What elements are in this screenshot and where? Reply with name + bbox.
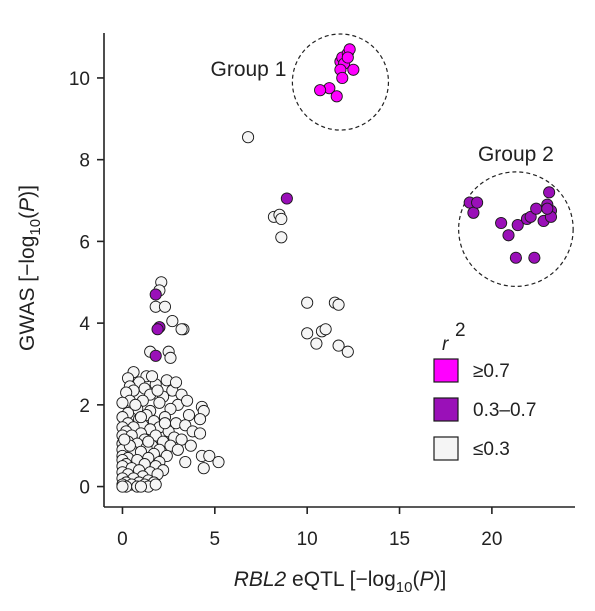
- legend-swatch: [433, 436, 459, 461]
- axis-titles: RBL2 eQTL [−log10(P)]GWAS [−log10(P)]: [16, 185, 446, 596]
- data-point: [171, 443, 184, 456]
- x-axis-title-text: eQTL [−log: [286, 568, 396, 591]
- y-tick-label: 8: [79, 151, 90, 172]
- data-point: [275, 212, 288, 225]
- legend-label: 0.3–0.7: [473, 400, 536, 421]
- data-point: [332, 298, 345, 311]
- data-point: [543, 186, 556, 199]
- data-point: [275, 231, 288, 244]
- y-axis-title-p: P: [16, 198, 39, 212]
- data-point: [197, 462, 210, 475]
- group-circle: [458, 171, 574, 287]
- x-axis-title-close: )]: [433, 568, 446, 591]
- y-tick-label: 6: [79, 232, 90, 253]
- data-point: [242, 131, 255, 144]
- x-tick-label: 15: [389, 529, 410, 550]
- data-point: [502, 229, 515, 242]
- data-point: [301, 296, 314, 309]
- x-axis-title-tail: (: [412, 568, 419, 591]
- data-point: [341, 51, 354, 64]
- data-point: [530, 202, 543, 215]
- data-point: [175, 323, 188, 336]
- x-tick-label: 20: [481, 529, 502, 550]
- group-annotations: Group 1 Group 2: [211, 33, 574, 287]
- data-point: [151, 323, 164, 336]
- data-point: [134, 480, 147, 493]
- data-point: [341, 345, 354, 358]
- y-axis-title: GWAS [−log10(P)]: [16, 185, 44, 351]
- data-point: [541, 202, 554, 215]
- data-point: [118, 433, 131, 446]
- legend-title-superscript: 2: [455, 320, 466, 341]
- data-point: [511, 219, 524, 232]
- data-point: [149, 349, 162, 362]
- data-point: [181, 394, 194, 407]
- x-axis-title-subscript: 10: [396, 579, 413, 596]
- y-tick-label: 0: [79, 478, 90, 499]
- legend-label: ≤0.3: [473, 439, 510, 460]
- data-point: [280, 192, 293, 205]
- data-point: [179, 456, 192, 469]
- legend-swatch: [433, 358, 459, 383]
- data-point: [184, 439, 197, 452]
- x-axis-title: RBL2 eQTL [−log10(P)]: [234, 568, 447, 596]
- y-axis-title-subscript: 10: [27, 219, 44, 236]
- group-label: Group 2: [478, 143, 554, 166]
- data-point: [528, 251, 541, 264]
- legend-label: ≥0.7: [473, 361, 510, 382]
- data-point: [129, 398, 142, 411]
- data-point: [330, 90, 343, 103]
- y-tick-label: 4: [79, 314, 90, 335]
- data-point: [203, 449, 216, 462]
- data-point: [193, 413, 207, 426]
- data-point: [212, 456, 225, 469]
- data-point: [153, 396, 166, 409]
- data-point: [319, 323, 332, 336]
- data-point: [158, 417, 172, 430]
- data-point: [495, 216, 508, 230]
- data-point: [116, 396, 129, 409]
- data-point: [310, 337, 323, 350]
- group-circle: [291, 33, 390, 131]
- x-tick-label: 5: [210, 529, 221, 550]
- data-point: [336, 71, 349, 84]
- y-axis-title-close: )]: [16, 185, 39, 198]
- y-axis-title-text: GWAS [−log: [16, 236, 39, 351]
- data-point: [509, 251, 522, 264]
- data-point: [158, 300, 172, 313]
- x-tick-label: 0: [117, 529, 128, 550]
- y-tick-label: 10: [69, 69, 90, 90]
- data-point: [301, 327, 314, 340]
- data-point: [471, 196, 484, 209]
- x-axis-title-p: P: [419, 568, 433, 591]
- y-tick-label: 2: [79, 396, 90, 417]
- data-point: [149, 288, 162, 301]
- group-label: Group 1: [211, 58, 287, 81]
- axes: 0 5 10 15 20 0 2 4 6 8 10: [69, 33, 575, 550]
- data-point: [145, 370, 159, 383]
- data-point: [347, 63, 360, 76]
- data-point: [193, 427, 207, 440]
- data-point: [142, 435, 155, 448]
- data-point: [467, 206, 480, 219]
- legend-swatch: [433, 397, 459, 422]
- data-point: [314, 84, 327, 97]
- data-point: [182, 409, 196, 422]
- data-point: [116, 480, 129, 493]
- y-axis-title-open: (: [16, 212, 39, 219]
- data-point: [166, 315, 179, 328]
- data-point: [169, 376, 183, 389]
- data-point: [164, 351, 177, 364]
- data-points: [116, 43, 558, 493]
- data-point: [332, 339, 345, 352]
- x-axis-title-gene: RBL2: [234, 568, 287, 591]
- legend: r2 ≥0.7 0.3–0.7 ≤0.3: [433, 320, 536, 461]
- data-point: [134, 411, 147, 424]
- data-point: [149, 478, 162, 491]
- x-tick-label: 10: [297, 529, 318, 550]
- legend-title: r: [442, 334, 449, 355]
- data-point: [151, 384, 164, 397]
